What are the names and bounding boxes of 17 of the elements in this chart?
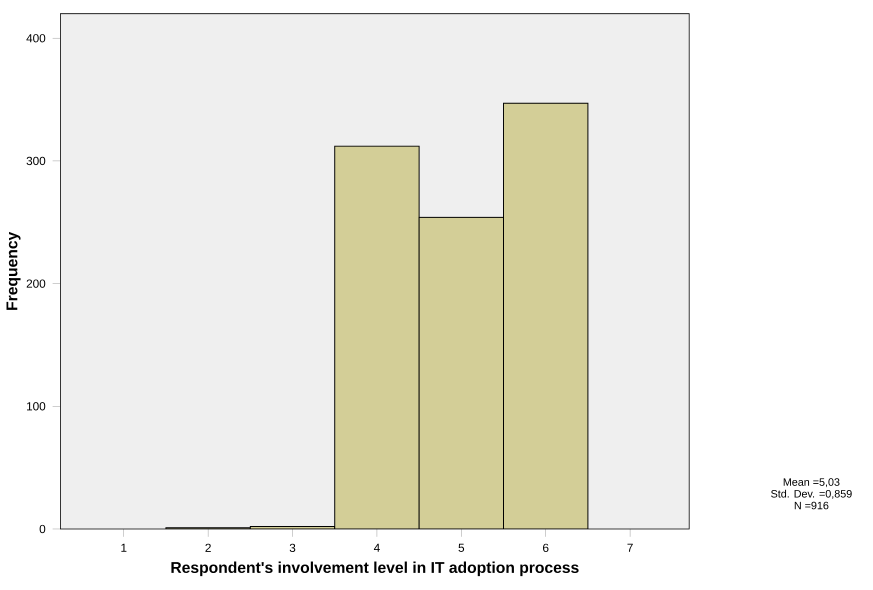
y-tick-label: 100 <box>27 402 46 411</box>
x-tick-label: 3 <box>290 544 296 552</box>
x-tick-label: 2 <box>205 544 211 552</box>
y-tick-label: 0 <box>40 525 46 534</box>
x-tick-label: 4 <box>374 544 380 552</box>
x-axis-title: Respondent's involvement level in IT adoption process <box>171 562 579 576</box>
y-tick-label: 300 <box>26 156 46 166</box>
y-axis-title: Frequency <box>6 232 21 310</box>
text: Mean =5,03 <box>784 478 840 488</box>
x-tick-label: 1 <box>121 544 126 552</box>
y-tick-label: 200 <box>26 280 46 288</box>
x-tick-label: 7 <box>627 544 633 552</box>
x-tick-label: 6 <box>543 544 548 552</box>
x-tick-label: 5 <box>458 544 464 552</box>
text: N =916 <box>794 502 828 510</box>
y-tick-label: 400 <box>26 34 46 43</box>
text: Std. Dev. =0,859 <box>771 490 852 500</box>
